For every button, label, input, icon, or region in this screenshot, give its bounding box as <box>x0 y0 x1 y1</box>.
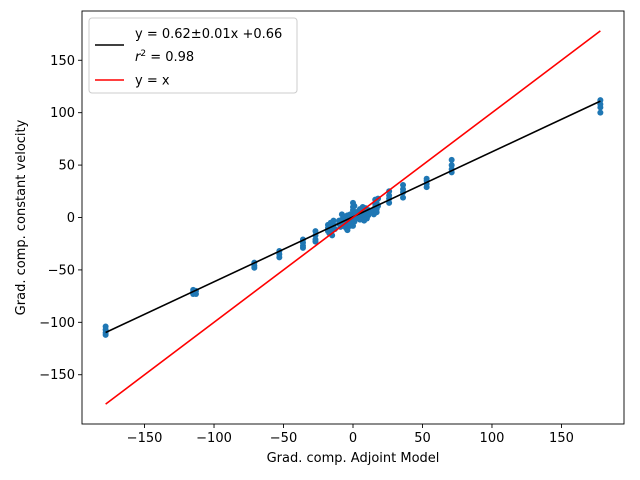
data-point <box>448 156 455 163</box>
y-tick-label: −150 <box>39 368 75 383</box>
legend-fit-label: y = 0.62±0.01x +0.66 <box>135 27 282 42</box>
x-tick-label: 150 <box>549 431 574 446</box>
legend-r2-exponent: 2 <box>140 49 146 59</box>
x-tick-label: −150 <box>127 431 163 446</box>
data-point <box>330 217 337 224</box>
y-tick-label: 150 <box>50 54 75 69</box>
data-point <box>423 175 430 182</box>
data-point <box>312 228 319 235</box>
x-tick-label: 100 <box>480 431 505 446</box>
y-tick-label: 0 <box>67 211 75 226</box>
data-point <box>351 202 358 209</box>
y-tick-label: −100 <box>39 316 75 331</box>
data-point <box>312 238 319 245</box>
y-tick-label: 50 <box>58 159 75 174</box>
x-tick-label: −50 <box>270 431 297 446</box>
legend: y = 0.62±0.01x +0.66 r2 = 0.98 y = x <box>88 17 298 94</box>
data-point <box>400 182 407 189</box>
y-tick-label: −50 <box>48 263 75 278</box>
data-point <box>102 331 109 338</box>
data-point <box>400 186 407 193</box>
legend-box <box>88 17 298 94</box>
data-point <box>597 101 604 108</box>
plot-area <box>102 30 604 405</box>
x-tick-label: 0 <box>349 431 357 446</box>
y-tick-label: 100 <box>50 106 75 121</box>
x-tick-label: −100 <box>196 431 232 446</box>
data-point <box>251 264 258 271</box>
data-point <box>400 194 407 201</box>
data-point <box>448 162 455 169</box>
data-point <box>386 192 393 199</box>
data-point <box>192 291 199 298</box>
legend-identity-label: y = x <box>135 74 170 89</box>
data-point <box>597 109 604 116</box>
y-axis-label: Grad. comp. constant velocity <box>14 119 29 315</box>
x-axis-label: Grad. comp. Adjoint Model <box>267 451 440 466</box>
x-tick-label: 50 <box>414 431 431 446</box>
identity-line <box>105 30 601 405</box>
axes: −150 −100 −50 0 50 100 150 −150 −100 −50 0 50 100 150… <box>14 10 625 466</box>
legend-r2-symbol: r <box>135 50 142 65</box>
legend-r2-value: = 0.98 <box>146 50 194 65</box>
legend-r2-label: r2 = 0.98 <box>135 49 194 65</box>
data-point <box>276 254 283 261</box>
data-point <box>299 244 306 251</box>
